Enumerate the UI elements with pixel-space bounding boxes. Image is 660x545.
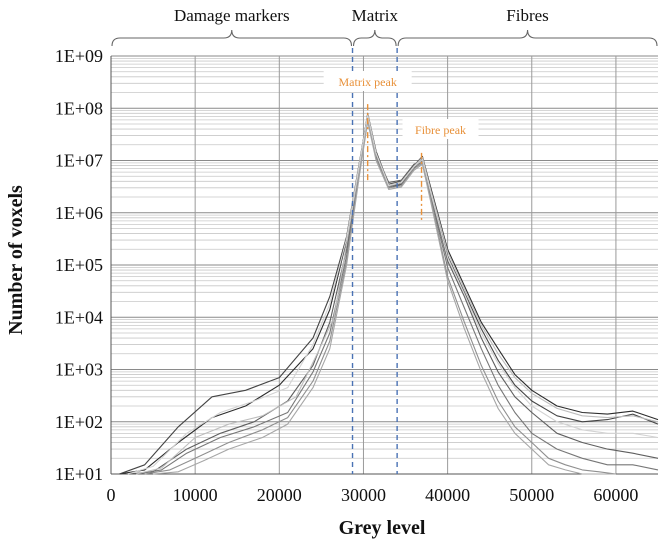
x-tick-label: 60000 <box>593 485 638 505</box>
y-tick-label: 1E+08 <box>55 98 103 118</box>
x-tick-label: 40000 <box>425 485 470 505</box>
region-label: Matrix <box>352 6 399 25</box>
series-line <box>127 115 659 475</box>
peak-label: Matrix peak <box>339 75 397 89</box>
y-axis-title: Number of voxels <box>5 185 27 335</box>
x-axis-title: Grey level <box>339 517 426 539</box>
grid <box>110 55 658 475</box>
peak-label-box <box>402 119 479 139</box>
x-tick-label: 10000 <box>173 485 218 505</box>
x-tick-label: 50000 <box>509 485 554 505</box>
x-tick-label: 0 <box>107 485 116 505</box>
region-label: Fibres <box>506 6 549 25</box>
peak-label-box <box>323 71 412 91</box>
series-line <box>144 119 616 475</box>
y-tick-label: 1E+07 <box>55 151 103 171</box>
y-tick-label: 1E+02 <box>55 412 103 432</box>
threshold-lines <box>351 48 398 474</box>
region-braces: Damage markers Matrix Fibres <box>111 6 658 47</box>
region-label: Damage markers <box>174 6 290 25</box>
series-line <box>153 121 616 475</box>
x-tick-label: 30000 <box>341 485 386 505</box>
y-tick-label: 1E+03 <box>55 360 103 380</box>
series-line <box>119 112 659 475</box>
y-tick-label: 1E+06 <box>55 203 103 223</box>
x-tick-label: 20000 <box>257 485 302 505</box>
region-brace <box>111 29 353 47</box>
region-brace <box>352 29 397 47</box>
y-tick-label: 1E+04 <box>55 307 103 327</box>
peak-annotations: Matrix peak Fibre peak <box>323 71 479 221</box>
y-tick-label: 1E+05 <box>55 255 103 275</box>
axis-ticks: 1E+01 1E+02 1E+03 1E+04 1E+05 1E+06 1E+07 1E+08… <box>55 46 639 505</box>
peak-label: Fibre peak <box>415 123 466 137</box>
y-tick-label: 1E+01 <box>55 464 103 484</box>
region-brace <box>397 29 658 47</box>
y-tick-label: 1E+09 <box>55 46 103 66</box>
series-layer <box>119 112 659 475</box>
